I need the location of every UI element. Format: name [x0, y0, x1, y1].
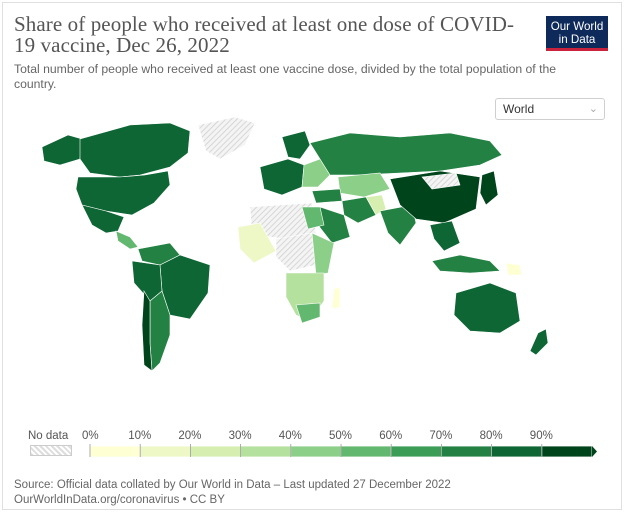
- legend-tick-label: 50%: [329, 430, 353, 442]
- map-eastern-europe[interactable]: [301, 158, 331, 188]
- legend-no-data-label: No data: [28, 430, 69, 442]
- map-greenland[interactable]: [197, 116, 256, 160]
- owid-logo[interactable]: Our World in Data: [546, 16, 608, 51]
- map-east-africa[interactable]: [311, 232, 335, 276]
- map-central-america[interactable]: [115, 230, 139, 250]
- map-korea-japan[interactable]: [479, 170, 499, 206]
- logo-line-2: in Data: [558, 33, 596, 46]
- map-canada[interactable]: [79, 122, 191, 178]
- map-indonesia[interactable]: [431, 254, 501, 274]
- map-kazakhstan[interactable]: [337, 172, 391, 198]
- map-papua[interactable]: [505, 262, 523, 276]
- map-australia[interactable]: [453, 282, 521, 334]
- world-map: [41, 116, 549, 372]
- map-iran[interactable]: [341, 196, 377, 224]
- legend-color-bar: [89, 444, 597, 458]
- map-western-europe[interactable]: [259, 158, 305, 196]
- map-turkey[interactable]: [311, 188, 343, 204]
- chart-title: Share of people who received at least on…: [14, 12, 515, 57]
- logo-line-1: Our World: [550, 20, 604, 33]
- map-chile[interactable]: [141, 290, 153, 372]
- map-mongolia[interactable]: [421, 172, 461, 190]
- legend-tick-label: 30%: [228, 430, 252, 442]
- legend-no-data-swatch: [30, 445, 72, 456]
- map-egypt[interactable]: [301, 206, 325, 230]
- footer-license: OurWorldInData.org/coronavirus • CC BY: [14, 494, 225, 506]
- legend-tick-label: 20%: [178, 430, 202, 442]
- legend-bin[interactable]: [390, 445, 442, 458]
- map-scandinavia[interactable]: [281, 130, 311, 160]
- legend-bin[interactable]: [189, 445, 241, 458]
- legend-bin[interactable]: [340, 445, 392, 458]
- legend-bin[interactable]: [240, 445, 292, 458]
- map-west-africa[interactable]: [237, 222, 277, 264]
- chevron-down-icon: ⌄: [588, 103, 598, 115]
- region-select[interactable]: World ⌄: [495, 98, 605, 120]
- chart-subtitle: Total number of people who received at l…: [14, 62, 557, 91]
- legend-tick-label: 70%: [429, 430, 453, 442]
- map-new-zealand[interactable]: [529, 328, 549, 356]
- legend-bin[interactable]: [541, 445, 593, 458]
- legend-tick-label: 40%: [278, 430, 302, 442]
- map-central-africa[interactable]: [275, 232, 317, 272]
- legend-open-end-arrow: [592, 446, 597, 457]
- map-usa[interactable]: [75, 170, 171, 216]
- region-select-value: World: [503, 102, 535, 116]
- map-madagascar[interactable]: [331, 286, 341, 310]
- legend-bin[interactable]: [290, 445, 342, 458]
- legend-bin[interactable]: [139, 445, 191, 458]
- legend-tick-label: 10%: [128, 430, 152, 442]
- footer-source: Source: Official data collated by Our Wo…: [14, 479, 451, 491]
- legend-tick-label: 60%: [379, 430, 403, 442]
- map-southeast-asia[interactable]: [429, 220, 461, 252]
- map-alaska[interactable]: [41, 134, 83, 166]
- map-russia[interactable]: [309, 132, 503, 176]
- map-afghanistan[interactable]: [365, 194, 387, 216]
- legend-bin[interactable]: [440, 445, 492, 458]
- legend-tick-label: 80%: [479, 430, 503, 442]
- legend-bin[interactable]: [89, 445, 141, 458]
- map-south-africa[interactable]: [295, 302, 321, 324]
- legend-bin[interactable]: [491, 445, 543, 458]
- map-mexico[interactable]: [81, 204, 125, 234]
- footer: Source: Official data collated by Our Wo…: [14, 478, 614, 508]
- legend-tick-label: 90%: [529, 430, 553, 442]
- legend-tick-label: 0%: [82, 430, 99, 442]
